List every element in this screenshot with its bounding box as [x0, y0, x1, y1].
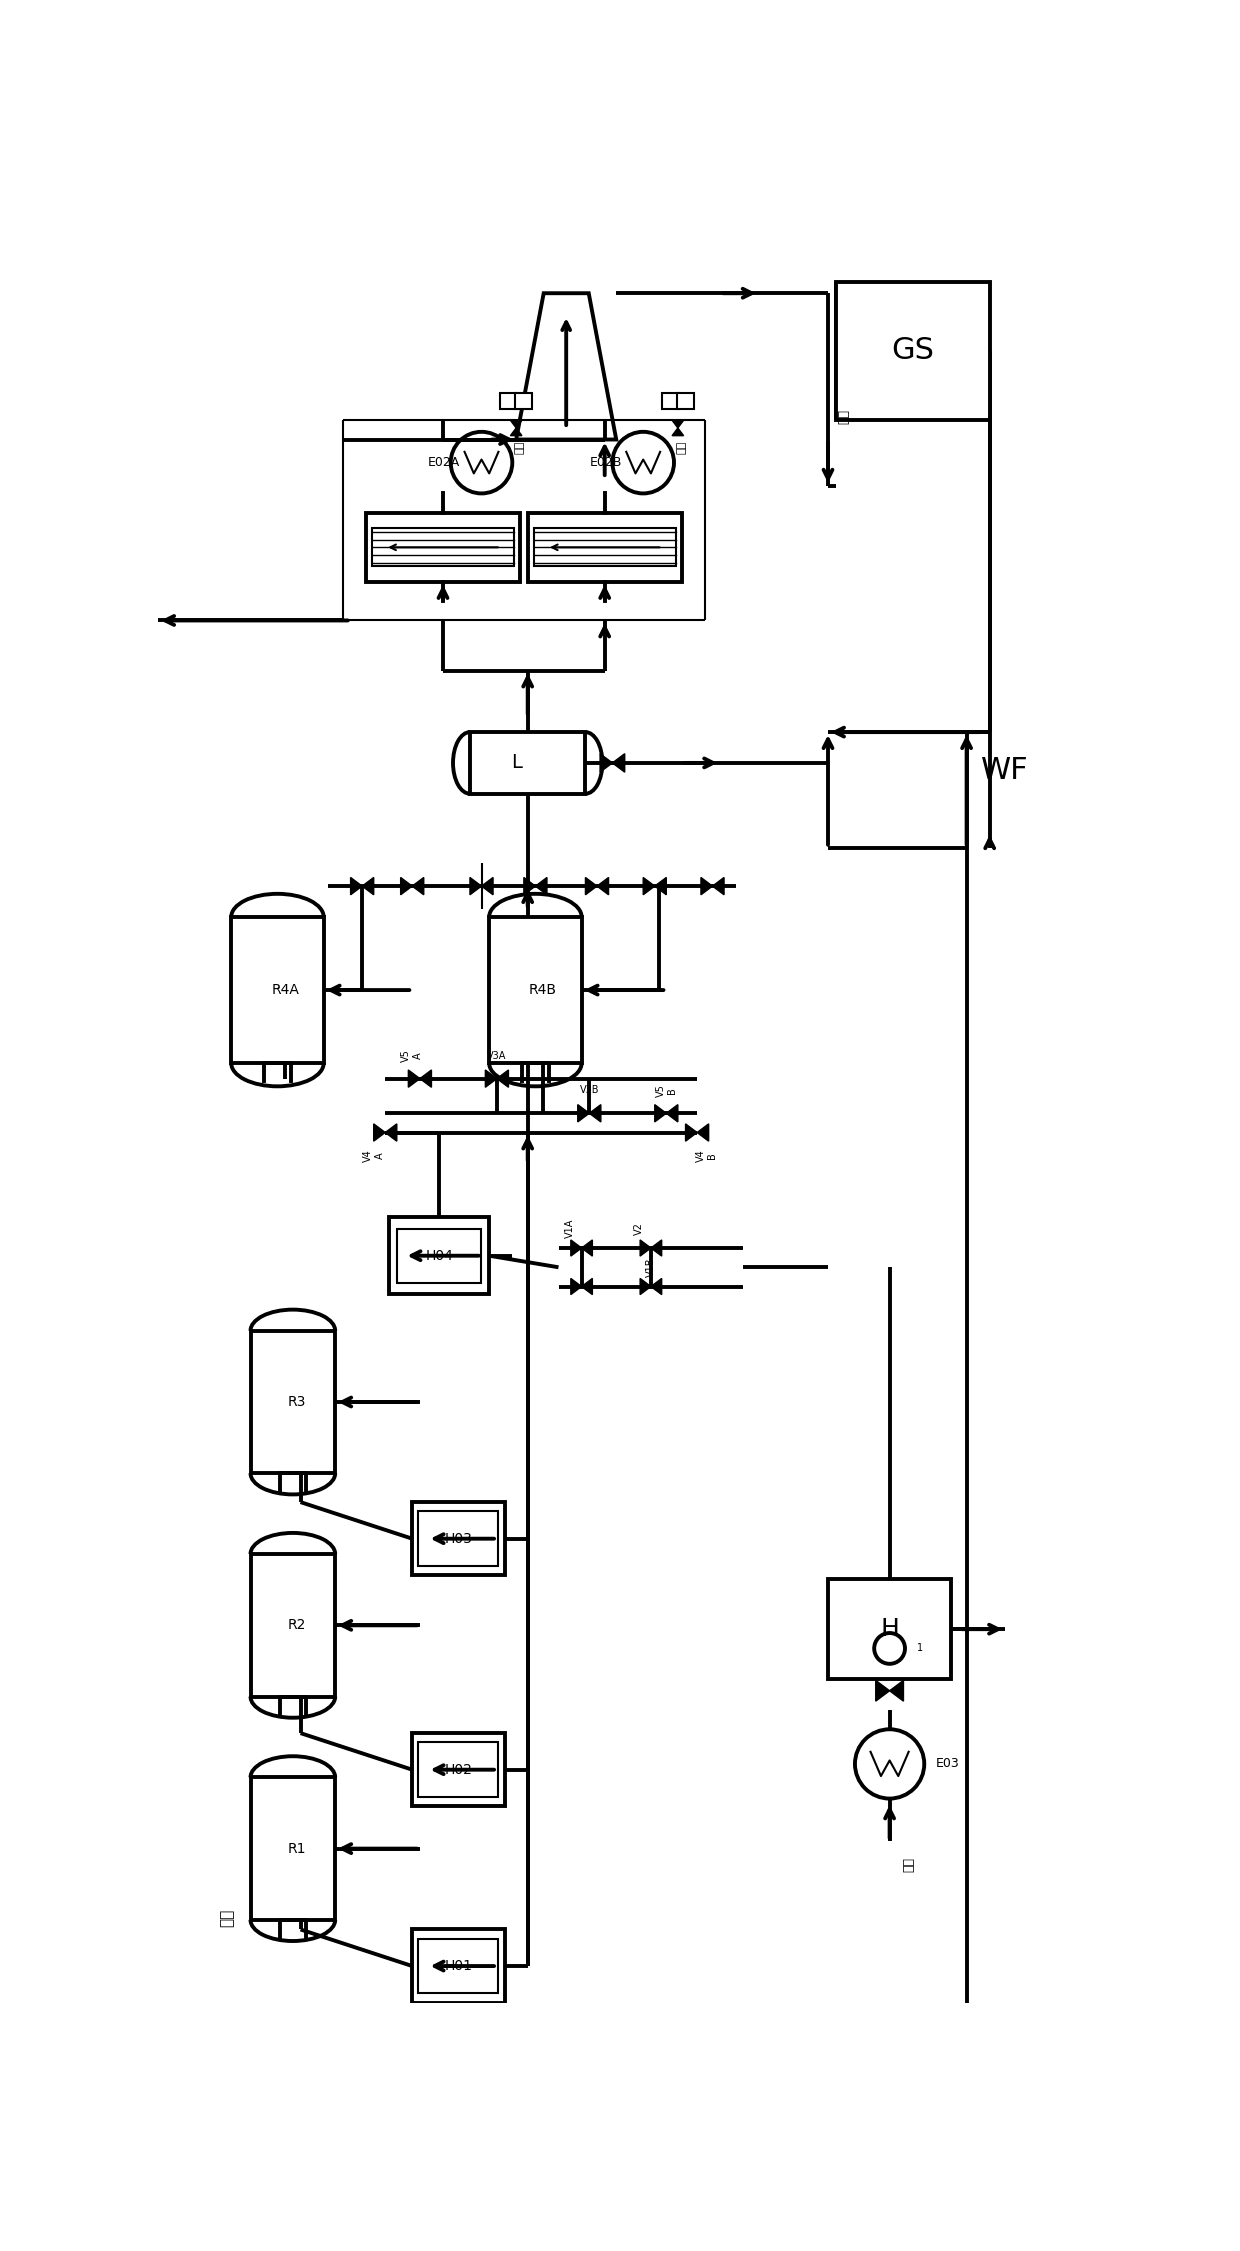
Text: E03: E03: [936, 1758, 960, 1772]
Bar: [418, 1938, 498, 1994]
Text: 1: 1: [916, 1643, 923, 1654]
Polygon shape: [697, 1123, 708, 1141]
Bar: [389, 1218, 490, 1294]
Polygon shape: [672, 428, 683, 437]
Text: 原料: 原料: [219, 1909, 234, 1927]
Polygon shape: [412, 878, 424, 896]
Polygon shape: [589, 1105, 601, 1121]
Polygon shape: [701, 878, 713, 896]
Text: H04: H04: [425, 1249, 453, 1263]
Bar: [412, 1501, 505, 1576]
Polygon shape: [655, 878, 666, 896]
Polygon shape: [875, 1681, 889, 1702]
Text: V2: V2: [635, 1222, 645, 1236]
Bar: [418, 1742, 498, 1796]
Bar: [412, 1733, 505, 1805]
Polygon shape: [644, 878, 655, 896]
Polygon shape: [408, 1069, 420, 1087]
Polygon shape: [651, 1240, 662, 1256]
Text: 产品: 产品: [677, 441, 687, 455]
Polygon shape: [640, 1240, 651, 1256]
Bar: [250, 1778, 335, 1920]
Polygon shape: [470, 878, 481, 896]
Text: R4A: R4A: [272, 984, 299, 997]
Text: H03: H03: [444, 1531, 472, 1546]
Polygon shape: [666, 1105, 678, 1121]
Polygon shape: [511, 421, 522, 428]
Polygon shape: [351, 878, 362, 896]
Polygon shape: [401, 878, 412, 896]
Text: 原料: 原料: [837, 410, 849, 423]
Polygon shape: [497, 1069, 508, 1087]
Polygon shape: [578, 1105, 589, 1121]
Text: E02B: E02B: [589, 457, 621, 468]
Bar: [231, 916, 324, 1062]
Polygon shape: [373, 1123, 386, 1141]
Polygon shape: [386, 1123, 397, 1141]
Bar: [662, 392, 678, 410]
Text: V4
B: V4 B: [696, 1150, 717, 1162]
Text: V1B: V1B: [646, 1258, 656, 1276]
Polygon shape: [713, 878, 724, 896]
Polygon shape: [511, 428, 522, 437]
Polygon shape: [523, 878, 536, 896]
Polygon shape: [582, 1279, 593, 1294]
Bar: [534, 529, 676, 567]
Bar: [397, 1229, 481, 1283]
Bar: [372, 529, 513, 567]
Bar: [418, 1510, 498, 1567]
Text: R4B: R4B: [529, 984, 557, 997]
Bar: [250, 1553, 335, 1697]
Bar: [500, 392, 517, 410]
Bar: [490, 916, 582, 1062]
Polygon shape: [655, 1105, 666, 1121]
Polygon shape: [889, 1681, 904, 1702]
Polygon shape: [481, 878, 494, 896]
Polygon shape: [585, 878, 596, 896]
Text: GS: GS: [892, 335, 934, 365]
Bar: [528, 513, 682, 583]
Polygon shape: [485, 1069, 497, 1087]
Bar: [366, 513, 520, 583]
Bar: [412, 1929, 505, 2003]
Polygon shape: [570, 1279, 582, 1294]
Text: V1A: V1A: [565, 1220, 575, 1238]
Text: R2: R2: [288, 1618, 306, 1632]
Bar: [836, 281, 990, 421]
Polygon shape: [596, 878, 609, 896]
Text: H02: H02: [444, 1763, 472, 1776]
Text: V3B: V3B: [579, 1085, 599, 1096]
Polygon shape: [362, 878, 373, 896]
Text: R3: R3: [288, 1396, 306, 1409]
Polygon shape: [640, 1279, 651, 1294]
Text: 产品: 产品: [515, 441, 525, 455]
Bar: [470, 732, 585, 795]
Polygon shape: [613, 754, 625, 772]
Polygon shape: [651, 1279, 662, 1294]
Polygon shape: [536, 878, 547, 896]
Polygon shape: [686, 1123, 697, 1141]
Bar: [516, 392, 532, 410]
Text: V4
A: V4 A: [363, 1150, 384, 1162]
Text: V3A: V3A: [487, 1051, 507, 1060]
Bar: [828, 1580, 951, 1679]
Text: 干气: 干气: [903, 1857, 915, 1871]
Polygon shape: [420, 1069, 432, 1087]
Text: L: L: [511, 754, 522, 772]
Bar: [677, 392, 694, 410]
Polygon shape: [582, 1240, 593, 1256]
Text: WF: WF: [981, 756, 1029, 786]
Bar: [250, 1330, 335, 1472]
Text: H: H: [880, 1616, 899, 1641]
Text: H01: H01: [444, 1958, 472, 1974]
Polygon shape: [570, 1240, 582, 1256]
Text: E02A: E02A: [428, 457, 460, 468]
Text: V5
B: V5 B: [656, 1083, 677, 1096]
Polygon shape: [672, 421, 683, 428]
Text: V5
A: V5 A: [402, 1049, 423, 1062]
Polygon shape: [600, 754, 613, 772]
Text: R1: R1: [288, 1841, 306, 1855]
